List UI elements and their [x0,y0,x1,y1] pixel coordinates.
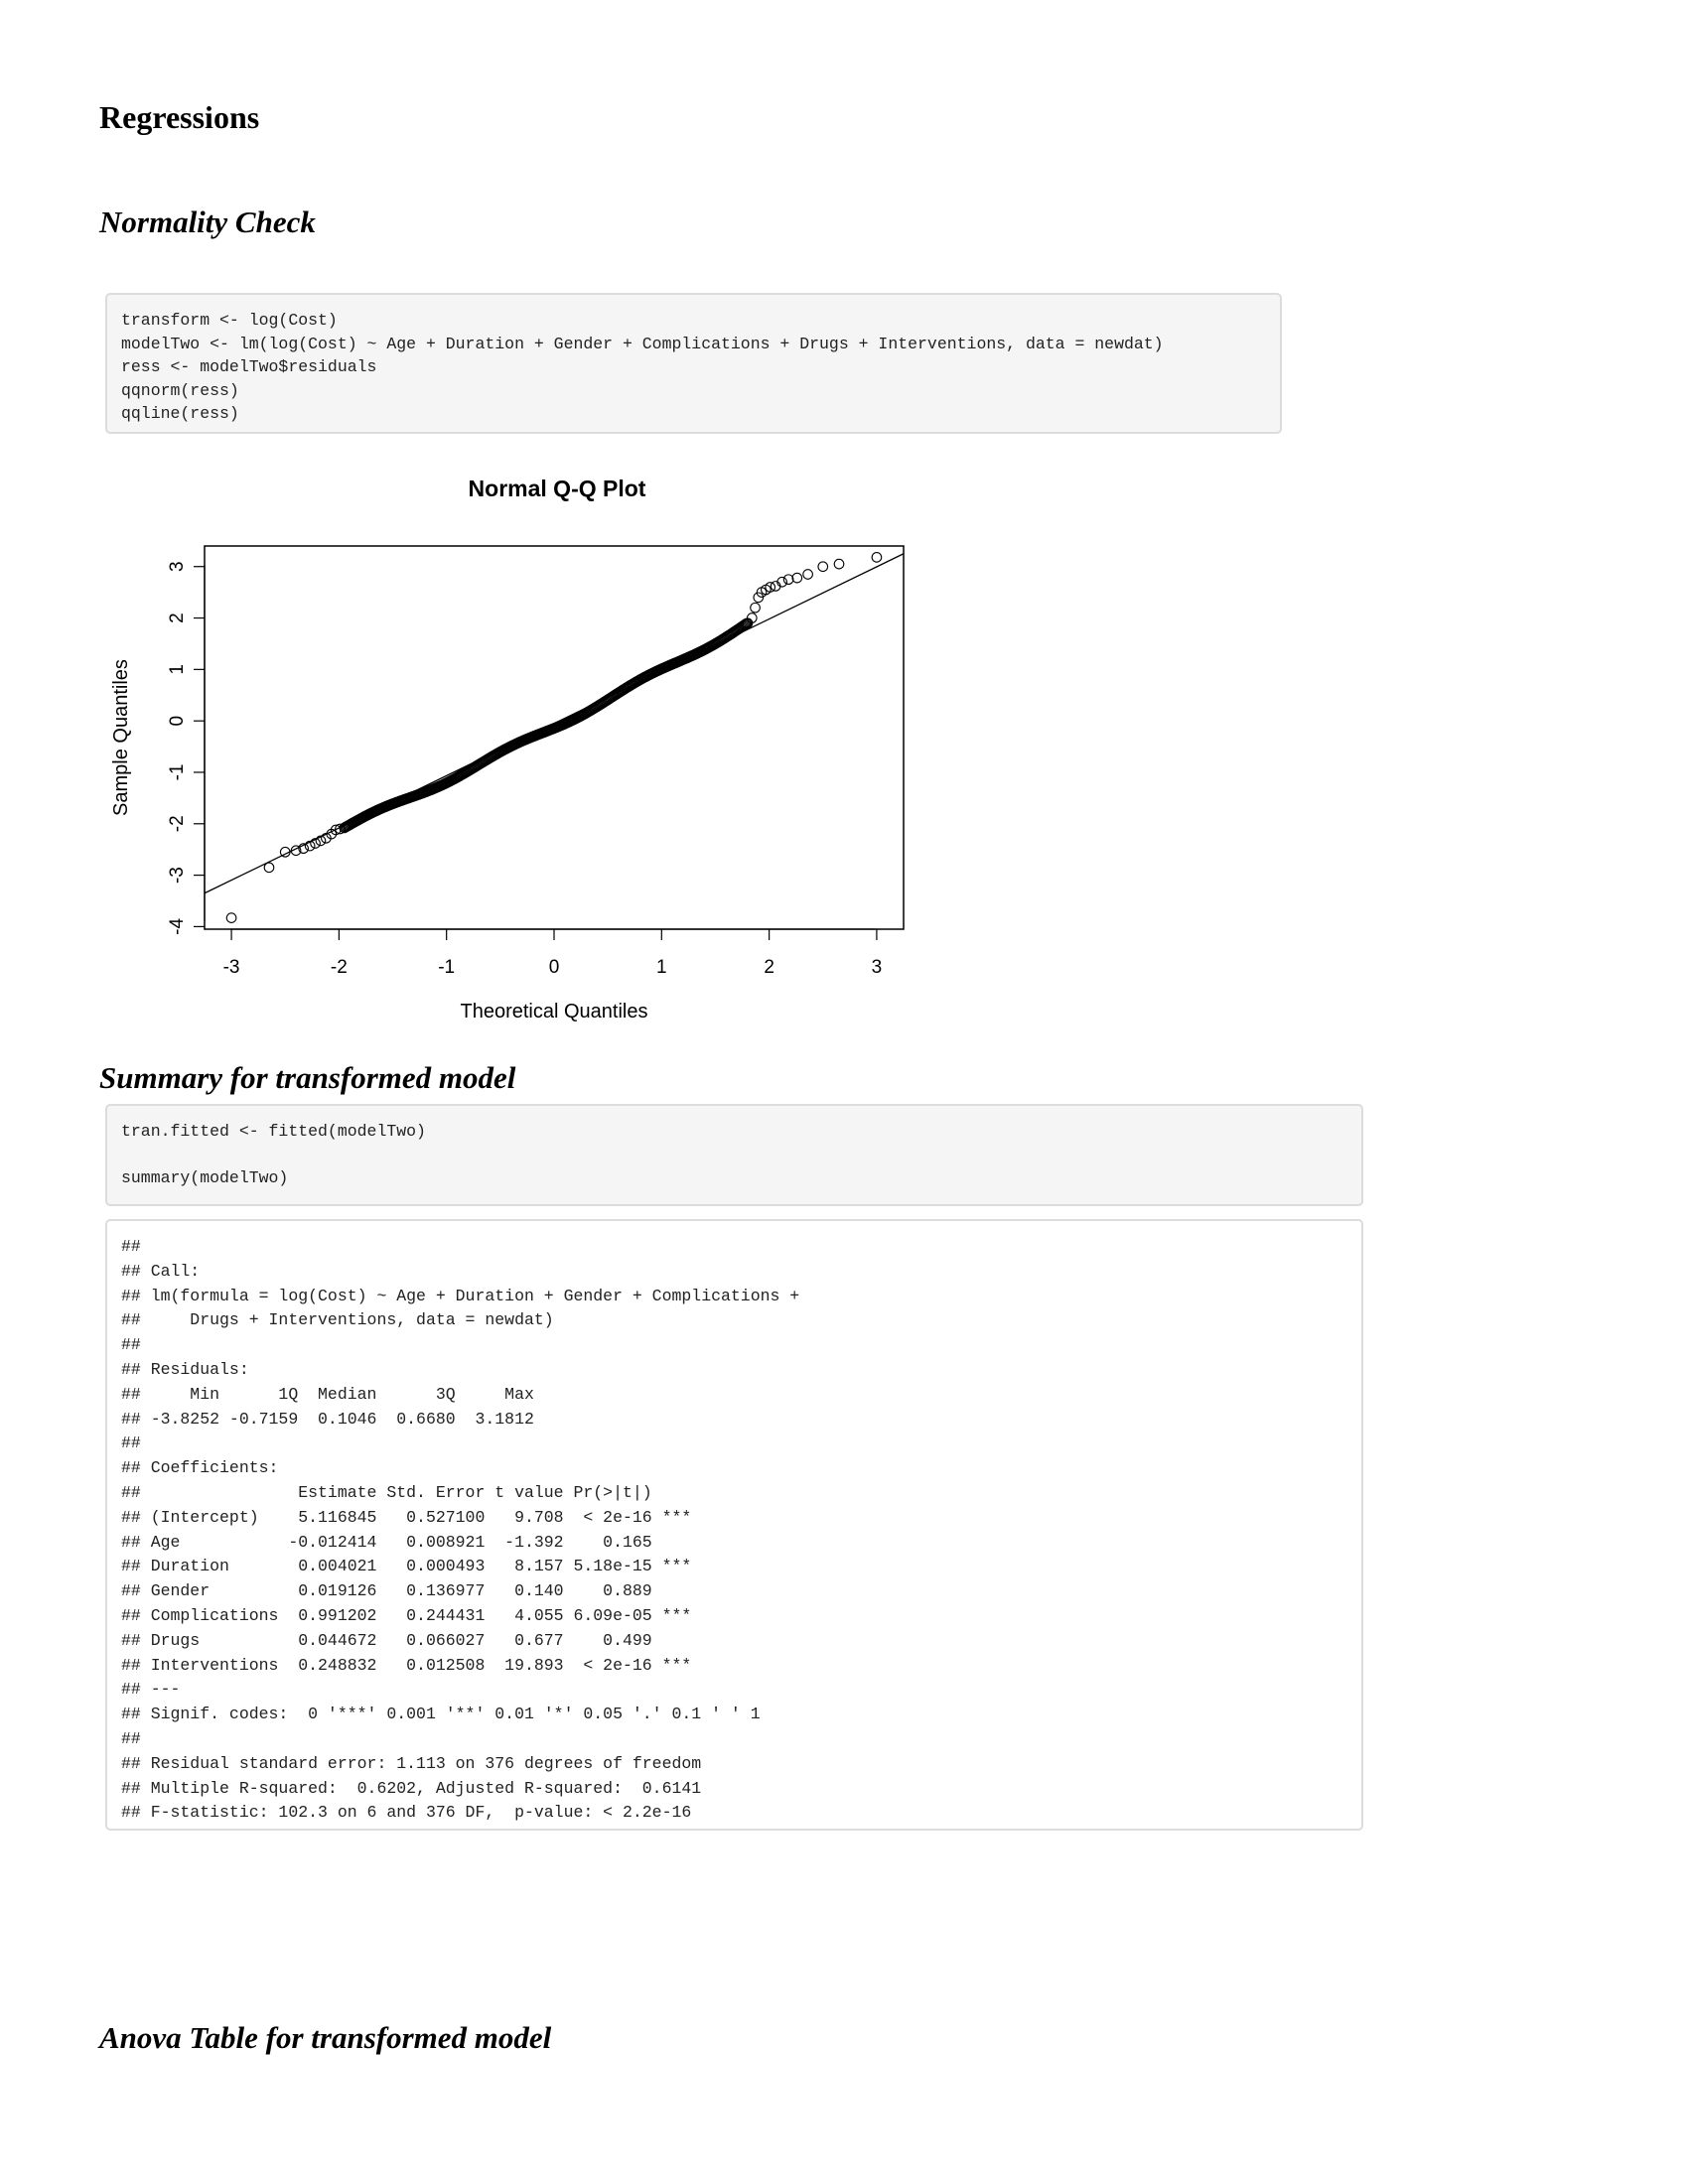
summary-output-block: ## ## Call: ## lm(formula = log(Cost) ~ Ag… [105,1219,1363,1831]
output-line: ## F-statistic: 102.3 on 6 and 376 DF, p… [121,1803,692,1823]
code-line: summary(modelTwo) [121,1168,289,1187]
qq-plot: Normal Q-Q Plot -3 -2 -1 0 1 2 3 -4-3-2-10123 … [110,476,905,1023]
output-line: ## Residual standard error: 1.113 on 376… [121,1753,702,1773]
output-line: ## Complications 0.991202 0.244431 4.055… [121,1605,692,1625]
output-line: ## Interventions 0.248832 0.012508 19.89… [121,1655,692,1675]
data-point [791,572,803,584]
page-heading: Regressions [99,99,260,135]
y-tick-label: -2 [167,815,188,832]
data-point [321,832,332,844]
data-point [776,576,787,588]
data-point [802,569,813,580]
code-line: qqnorm(ress) [121,380,239,400]
x-tick-label: 3 [872,957,883,978]
data-point [871,552,883,563]
code-line: ress <- modelTwo$residuals [121,357,377,376]
y-tick-label: -4 [167,918,188,935]
code-line: modelTwo <- lm(log(Cost) ~ Age + Duratio… [121,334,1164,353]
code-block-summary: tran.fitted <- fitted(modelTwo) summary(m… [105,1104,1363,1206]
output-line: ## -3.8252 -0.7159 0.1046 0.6680 3.1812 [121,1409,534,1429]
output-line: ## Drugs 0.044672 0.066027 0.677 0.499 [121,1630,652,1650]
section-title-normality: Normality Check [99,205,316,239]
y-tick-label: -3 [167,867,188,884]
y-tick-label: 1 [167,664,188,675]
data-point [263,862,275,874]
output-line: ## Signif. codes: 0 '***' 0.001 '**' 0.0… [121,1705,761,1724]
x-tick-label: -3 [223,957,240,978]
x-axis: -3 -2 -1 0 1 2 3 [223,928,883,978]
output-line: ## Age -0.012414 0.008921 -1.392 0.165 [121,1532,652,1552]
chart-title: Normal Q-Q Plot [469,476,646,501]
data-point [753,592,765,604]
data-point [279,846,291,858]
y-tick-label: -1 [167,764,188,781]
data-point [304,840,316,852]
x-tick-label: -1 [438,957,455,978]
output-line: ## [121,1433,141,1453]
code-line: qqline(ress) [121,404,239,423]
data-point [298,843,309,855]
output-line: ## --- [121,1680,181,1700]
output-line: ## Multiple R-squared: 0.6202, Adjusted … [121,1778,702,1798]
x-axis-label: Theoretical Quantiles [461,1001,648,1023]
x-tick-label: 0 [549,957,560,978]
data-point [739,619,750,631]
output-line: ## Duration 0.004021 0.000493 8.157 5.18… [121,1557,692,1576]
data-point [817,561,829,573]
data-point [740,618,752,630]
x-tick-label: 1 [656,957,667,978]
y-tick-label: 0 [167,716,188,727]
data-point [750,602,761,614]
x-tick-label: -2 [331,957,348,978]
output-line: ## Gender 0.019126 0.136977 0.140 0.889 [121,1581,652,1601]
output-line: ## [121,1728,141,1748]
points-group [225,552,883,923]
output-line: ## Min 1Q Median 3Q Max [121,1384,534,1404]
x-tick-label: 2 [764,957,774,978]
output-line: ## (Intercept) 5.116845 0.527100 9.708 <… [121,1507,692,1527]
section-title-summary: Summary for transformed model [99,1060,516,1095]
output-line: ## Coefficients: [121,1458,279,1478]
plot-frame [204,545,905,930]
code-line: transform <- log(Cost) [121,311,338,330]
code-line [121,1144,1361,1167]
data-point [335,823,346,835]
code-line: tran.fitted <- fitted(modelTwo) [121,1122,426,1141]
output-line: ## Residuals: [121,1359,249,1379]
output-line: ## Call: [121,1261,201,1281]
data-point [782,574,794,586]
y-axis-label: Sample Quantiles [110,659,132,816]
data-point [765,582,776,593]
data-point [315,835,327,847]
y-tick-label: 3 [167,561,188,572]
data-point [225,912,237,923]
y-axis: -4 -3 -2 -1 0 1 2 3 [167,561,206,935]
code-block-normality: transform <- log(Cost) modelTwo <- lm(log… [105,293,1282,434]
section-title-anova: Anova Table for transformed model [99,2020,552,2055]
output-line: ## lm(formula = log(Cost) ~ Age + Durati… [121,1286,800,1305]
data-point [741,617,753,629]
output-line: ## [121,1335,141,1355]
data-point [833,558,845,570]
data-point [310,838,321,849]
data-point [290,845,302,857]
output-line: ## [121,1237,141,1256]
y-tick-label: 2 [167,613,188,623]
output-line: ## Estimate Std. Error t value Pr(>|t|) [121,1482,652,1502]
output-line: ## Drugs + Interventions, data = newdat) [121,1310,554,1330]
data-point [738,620,749,631]
data-point [746,613,758,623]
